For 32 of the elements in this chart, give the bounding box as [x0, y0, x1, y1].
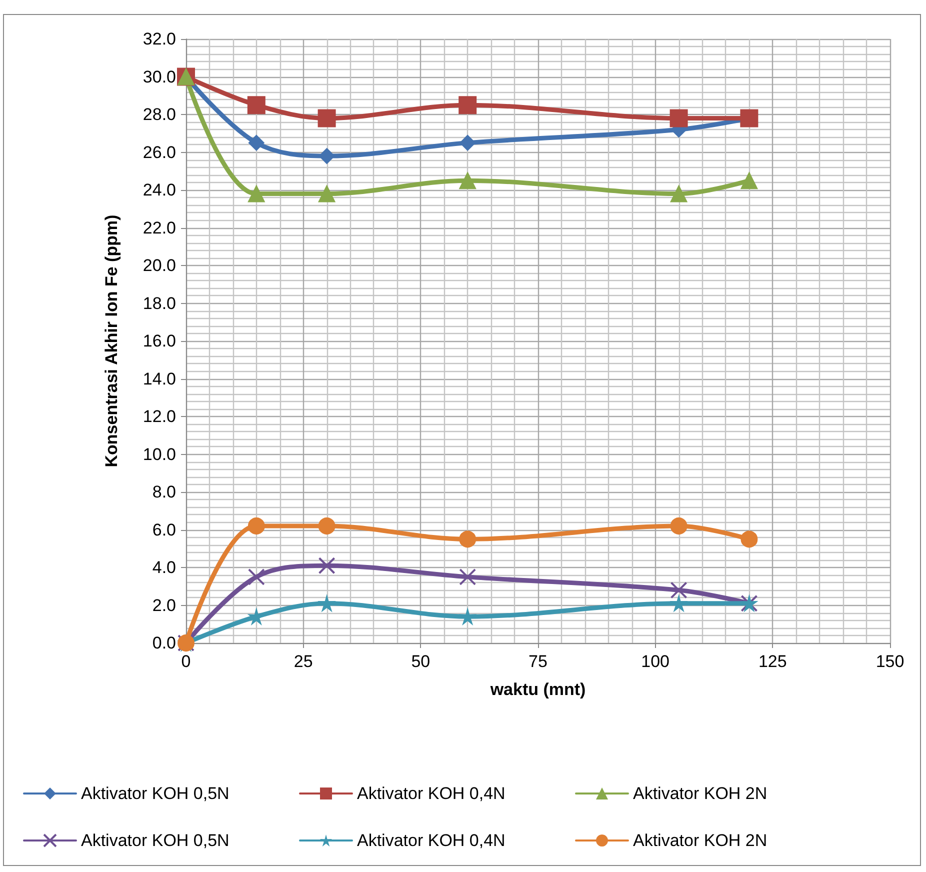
y-tick-label: 12.0: [142, 407, 176, 426]
y-tick-label: 16.0: [142, 332, 176, 350]
y-tick-label: 10.0: [142, 444, 176, 464]
x-tick-label: 125: [758, 652, 787, 671]
y-tick-label: 32.0: [142, 30, 176, 48]
y-tick-label: 22.0: [142, 218, 176, 238]
y-tick-label: 0.0: [152, 634, 176, 652]
y-tick-label: 14.0: [142, 369, 176, 388]
legend-label: Aktivator KOH 0,4N: [357, 831, 506, 850]
x-tick-label: 75: [528, 652, 548, 671]
y-axis-title: Konsentrasi Akhir Ion Fe (ppm): [102, 214, 121, 468]
legend-label: Aktivator KOH 0,4N: [357, 784, 506, 803]
y-tick-label: 6.0: [152, 520, 176, 540]
y-tick-label: 26.0: [142, 142, 176, 162]
y-tick-label: 24.0: [142, 180, 176, 200]
x-tick-label: 0: [181, 652, 191, 671]
legend-label: Aktivator KOH 0,5N: [81, 831, 230, 850]
x-tick-label: 50: [411, 652, 430, 671]
y-tick-label: 2.0: [152, 596, 176, 615]
y-tick-label: 28.0: [142, 105, 176, 124]
y-tick-label: 18.0: [142, 294, 176, 313]
y-tick-label: 8.0: [152, 482, 176, 502]
x-axis-title: waktu (mnt): [489, 680, 586, 699]
y-tick-label: 30.0: [142, 67, 176, 86]
legend-label: Aktivator KOH 0,5N: [81, 784, 230, 803]
x-tick-label: 150: [876, 652, 904, 671]
y-tick-label: 20.0: [142, 256, 176, 275]
x-tick-label: 100: [641, 652, 670, 671]
legend-label: Aktivator KOH 2N: [633, 831, 768, 850]
legend-label: Aktivator KOH 2N: [633, 784, 768, 803]
x-tick-label: 25: [294, 652, 313, 671]
y-tick-label: 4.0: [152, 558, 176, 577]
